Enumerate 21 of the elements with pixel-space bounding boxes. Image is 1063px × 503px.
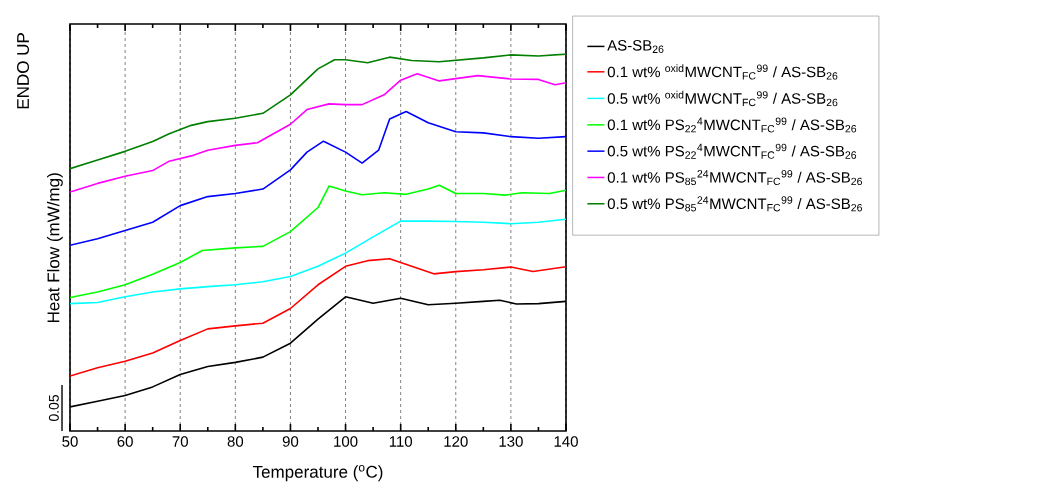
legend-label: AS-SB$_{26}$	[607, 40, 664, 54]
legend-label: 0.1 wt% PS$_{22}$$^{4}$MWCNT$_{FC}$$^{99}$ / AS-SB$_{26}$	[607, 117, 857, 133]
legend-label: 0.5 wt% PS$_{22}$$^{4}$MWCNT$_{FC}$$^{99}$ / AS-SB$_{26}$	[607, 143, 857, 159]
x-tick-label: 100	[334, 436, 358, 447]
x-tick-label: 120	[444, 436, 468, 447]
legend-label: 0.5 wt% $^{oxid}$MWCNT$_{FC}$$^{99}$ / AS-SB$_{26}$	[607, 90, 838, 107]
x-tick-label: 50	[62, 436, 78, 447]
x-tick-label: 90	[282, 436, 299, 447]
x-tick-label: 130	[499, 436, 523, 447]
x-tick-label: 60	[117, 436, 133, 447]
legend-label: 0.1 wt% $^{oxid}$MWCNT$_{FC}$$^{99}$ / AS-SB$_{26}$	[607, 64, 838, 80]
text: ENDO UP	[16, 33, 30, 109]
y-axis-title: Heat Flow (mW/mg)	[46, 173, 63, 322]
x-axis-title: Temperature ($^{o}$C)	[252, 465, 383, 482]
x-tick-label: 70	[172, 436, 188, 447]
legend-label: 0.1 wt% PS$_{85}$$^{24}$MWCNT$_{FC}$$^{99}$ / AS-SB$_{26}$	[607, 170, 862, 186]
x-tick-label: 140	[554, 436, 578, 447]
x-tick-label: 80	[227, 436, 244, 447]
text: 0.05	[48, 394, 59, 422]
x-tick-label: 110	[389, 436, 413, 447]
legend-label: 0.5 wt% PS$_{85}$$^{24}$MWCNT$_{FC}$$^{99}$ / AS-SB$_{26}$	[607, 196, 862, 212]
